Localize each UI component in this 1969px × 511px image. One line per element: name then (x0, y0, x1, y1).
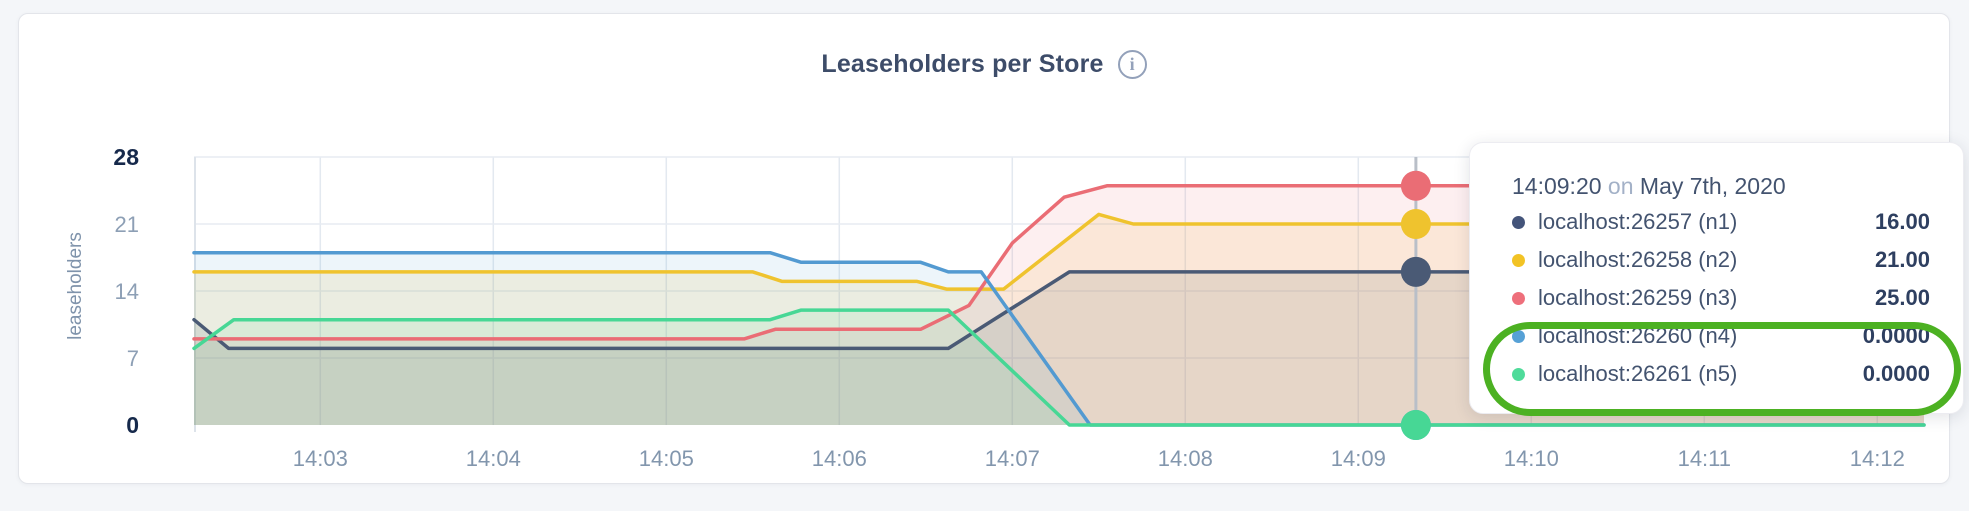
x-tick-label: 14:11 (1678, 446, 1731, 471)
x-tick-label: 14:12 (1850, 446, 1905, 471)
info-icon[interactable]: i (1117, 50, 1147, 79)
chart-tooltip: 14:09:20 on May 7th, 2020 localhost:2625… (1469, 142, 1964, 414)
tooltip-row: localhost:26261 (n5) 0.0000 (1512, 355, 1930, 393)
y-tick-label: 28 (113, 144, 139, 170)
series-color-dot (1512, 215, 1525, 229)
x-tick-label: 14:07 (985, 446, 1040, 471)
hover-dot-n3 (1400, 170, 1431, 201)
y-tick-label: 7 (127, 346, 139, 371)
series-color-dot (1512, 367, 1525, 381)
series-value: 0.0000 (1862, 323, 1930, 348)
series-name: localhost:26257 (n1) (1538, 209, 1738, 234)
hover-dot-n2 (1400, 209, 1431, 239)
y-tick-label: 21 (115, 212, 139, 237)
series-color-dot (1512, 253, 1525, 267)
tooltip-time: 14:09:20 (1512, 172, 1602, 199)
chart-header: Leaseholders per Store i (19, 50, 1949, 79)
hover-dot-n5 (1400, 410, 1431, 440)
series-color-dot (1512, 329, 1525, 343)
tooltip-header: 14:09:20 on May 7th, 2020 (1512, 169, 1930, 203)
series-line-n5 (192, 308, 1926, 427)
y-tick-label: 14 (115, 279, 139, 304)
series-line-n2 (192, 212, 1926, 291)
x-tick-label: 14:06 (812, 446, 867, 471)
y-tick-label: 0 (126, 412, 139, 438)
x-tick-label: 14:09 (1331, 446, 1386, 471)
x-tick-label: 14:08 (1158, 446, 1213, 471)
series-name: localhost:26258 (n2) (1538, 247, 1738, 272)
series-area-n4 (194, 252, 1924, 425)
x-tick-label: 14:05 (639, 446, 694, 471)
tooltip-date: May 7th, 2020 (1639, 172, 1786, 199)
x-tick-label: 14:04 (466, 446, 521, 471)
tooltip-row: localhost:26259 (n3) 25.00 (1512, 279, 1930, 317)
tooltip-row: localhost:26257 (n1) 16.00 (1512, 203, 1930, 241)
y-axis-label: leaseholders (65, 232, 86, 340)
series-name: localhost:26260 (n4) (1538, 323, 1738, 348)
chart-title: Leaseholders per Store (821, 50, 1104, 78)
series-color-dot (1512, 291, 1525, 305)
tooltip-on-word: on (1601, 172, 1640, 199)
series-name: localhost:26261 (n5) (1538, 361, 1738, 386)
chart-card: 0 7 14 21 28 14:03 14:04 14:05 14:06 14:07 14:08 14… (18, 13, 1964, 484)
tooltip-legend-rows: localhost:26257 (n1) 16.00 localhost:26258… (1512, 203, 1930, 393)
series-line-n4 (192, 250, 1926, 427)
x-tick-label: 14:10 (1504, 446, 1559, 471)
x-tick-label: 14:03 (293, 446, 348, 471)
series-line-n3 (192, 183, 1926, 341)
tooltip-row: localhost:26260 (n4) 0.0000 (1512, 317, 1930, 355)
series-name: localhost:26259 (n3) (1538, 285, 1738, 310)
series-value: 25.00 (1874, 285, 1930, 310)
series-value: 16.00 (1874, 209, 1930, 234)
series-value: 21.00 (1874, 247, 1930, 272)
series-value: 0.0000 (1862, 361, 1930, 386)
tooltip-row: localhost:26258 (n2) 21.00 (1512, 241, 1930, 279)
hover-dot-n1 (1400, 256, 1431, 287)
